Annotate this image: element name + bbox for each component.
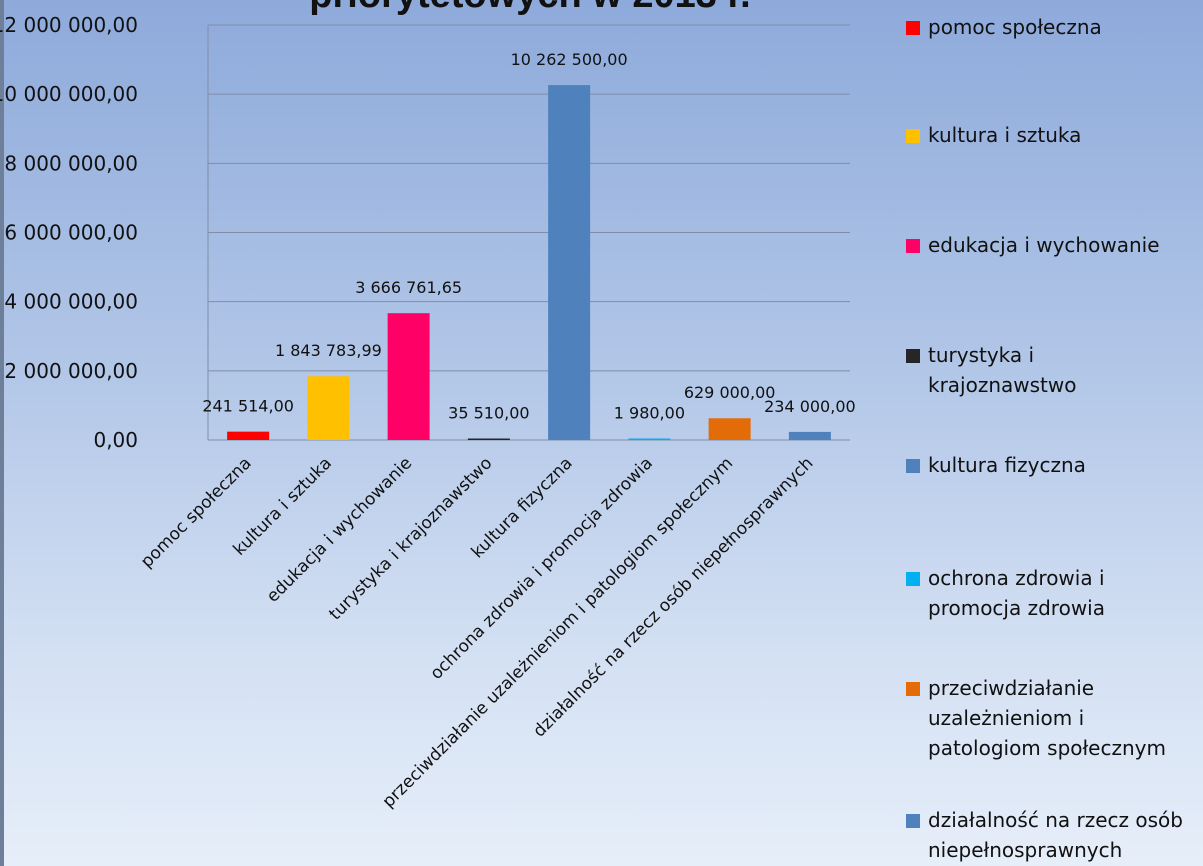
y-tick-label: 0,00 bbox=[93, 428, 138, 452]
legend-label: kultura fizyczna bbox=[928, 453, 1086, 477]
legend-label: niepełnosprawnych bbox=[928, 838, 1123, 862]
y-tick-label: 10 000 000,00 bbox=[0, 82, 138, 106]
bar bbox=[628, 438, 671, 440]
y-tick-label: 8 000 000,00 bbox=[4, 151, 138, 175]
chart-title: priorytetowych w 2013 r. bbox=[200, 0, 860, 17]
legend-label: turystyka i bbox=[928, 343, 1035, 367]
x-tick-label: działalność na rzecz osób niepełnosprawn… bbox=[529, 453, 817, 741]
legend-swatch bbox=[906, 814, 920, 828]
legend-swatch bbox=[906, 682, 920, 696]
data-label: 35 510,00 bbox=[448, 404, 529, 423]
bar bbox=[708, 418, 751, 440]
legend-label: edukacja i wychowanie bbox=[928, 233, 1160, 257]
legend-label: krajoznawstwo bbox=[928, 373, 1077, 397]
bar bbox=[227, 431, 270, 440]
legend-swatch bbox=[906, 572, 920, 586]
data-label: 3 666 761,65 bbox=[355, 278, 462, 297]
legend-swatch bbox=[906, 239, 920, 253]
y-tick-label: 6 000 000,00 bbox=[4, 221, 138, 245]
bar bbox=[467, 438, 510, 440]
y-tick-label: 2 000 000,00 bbox=[4, 359, 138, 383]
bar-chart-plot: 0,00 2 000 000,00 4 000 000,00 6 000 000,00… bbox=[0, 13, 856, 812]
legend-swatch bbox=[906, 21, 920, 35]
data-label: 629 000,00 bbox=[684, 383, 776, 402]
data-label: 241 514,00 bbox=[202, 397, 294, 416]
legend-label: uzależnieniom i bbox=[928, 706, 1085, 730]
legend-item: kultura fizyczna bbox=[906, 450, 1203, 480]
legend-label: ochrona zdrowia i bbox=[928, 566, 1105, 590]
bar bbox=[788, 431, 831, 440]
y-tick-label: 12 000 000,00 bbox=[0, 13, 138, 37]
legend-swatch bbox=[906, 129, 920, 143]
legend-item: kultura i sztuka bbox=[906, 120, 1203, 150]
bar bbox=[548, 85, 591, 441]
legend-label: patologiom społecznym bbox=[928, 736, 1166, 760]
legend-item: pomoc społeczna bbox=[906, 12, 1203, 42]
y-tick-label: 4 000 000,00 bbox=[4, 290, 138, 314]
legend-swatch bbox=[906, 459, 920, 473]
data-label: 1 980,00 bbox=[614, 404, 685, 423]
data-label: 1 843 783,99 bbox=[275, 341, 382, 360]
legend-label: pomoc społeczna bbox=[928, 15, 1102, 39]
bar bbox=[387, 313, 430, 440]
chart-legend: pomoc społeczna kultura i sztuka edukacja … bbox=[906, 0, 1203, 866]
legend-item: działalność na rzecz osób niepełnosprawny… bbox=[906, 805, 1203, 865]
x-tick-label: edukacja i wychowanie bbox=[263, 453, 416, 606]
legend-item: edukacja i wychowanie bbox=[906, 230, 1203, 260]
legend-swatch bbox=[906, 349, 920, 363]
frame-border bbox=[0, 0, 4, 866]
legend-label: kultura i sztuka bbox=[928, 123, 1082, 147]
bar bbox=[307, 376, 350, 440]
data-label: 10 262 500,00 bbox=[511, 50, 628, 69]
legend-label: przeciwdziałanie bbox=[928, 676, 1095, 700]
legend-label: działalność na rzecz osób bbox=[928, 808, 1183, 832]
legend-item: przeciwdziałanie uzależnieniom i patologio… bbox=[906, 673, 1203, 763]
legend-item: turystyka i krajoznawstwo bbox=[906, 340, 1203, 400]
legend-label: promocja zdrowia bbox=[928, 596, 1105, 620]
data-label: 234 000,00 bbox=[764, 397, 856, 416]
legend-item: ochrona zdrowia i promocja zdrowia bbox=[906, 563, 1203, 623]
x-tick-label: turystyka i krajoznawstwo bbox=[325, 453, 496, 624]
